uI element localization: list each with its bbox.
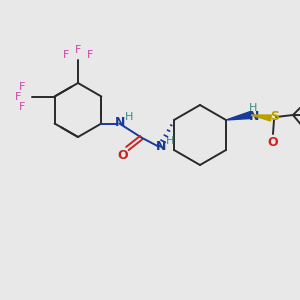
Text: F: F xyxy=(75,45,81,55)
Text: H: H xyxy=(166,136,175,146)
Polygon shape xyxy=(226,112,252,120)
Text: F: F xyxy=(18,82,25,92)
Polygon shape xyxy=(251,115,272,121)
Text: F: F xyxy=(14,92,21,101)
Text: O: O xyxy=(268,136,278,148)
Text: H: H xyxy=(125,112,134,122)
Text: F: F xyxy=(87,50,93,60)
Text: O: O xyxy=(117,149,128,162)
Text: N: N xyxy=(115,116,126,129)
Text: F: F xyxy=(18,101,25,112)
Text: H: H xyxy=(249,103,257,113)
Text: F: F xyxy=(63,50,69,60)
Text: N: N xyxy=(249,110,259,122)
Text: N: N xyxy=(156,140,167,153)
Text: S: S xyxy=(271,110,280,124)
